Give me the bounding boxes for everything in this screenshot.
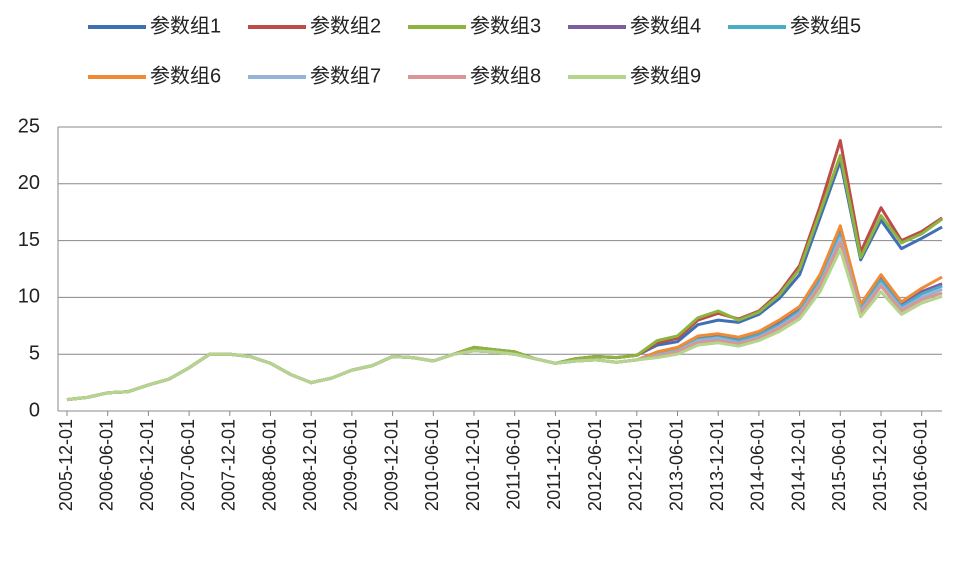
legend-label: 参数组4	[630, 14, 701, 37]
legend-label: 参数组3	[470, 14, 541, 37]
x-tick-label: 2012-12-01	[626, 419, 646, 511]
x-tick-label: 2006-06-01	[96, 419, 116, 511]
x-tick-label: 2015-06-01	[829, 419, 849, 511]
y-tick-label: 15	[18, 229, 40, 251]
y-tick-label: 10	[18, 286, 40, 308]
x-tick-label: 2010-06-01	[422, 419, 442, 511]
x-tick-label: 2007-06-01	[178, 419, 198, 511]
series-line	[66, 232, 943, 402]
x-tick-label: 2015-12-01	[870, 419, 890, 511]
x-tick-label: 2008-12-01	[300, 419, 320, 511]
series-line	[66, 236, 943, 402]
series-line	[66, 224, 943, 402]
y-tick-label: 20	[18, 172, 40, 194]
legend-label: 参数组7	[310, 64, 381, 87]
legend-label: 参数组2	[310, 14, 381, 37]
legend-label: 参数组5	[790, 14, 861, 37]
y-tick-label: 25	[18, 115, 40, 137]
y-tick-label: 0	[29, 399, 40, 421]
x-tick-label: 2005-12-01	[56, 419, 76, 511]
series-line	[66, 227, 943, 402]
x-tick-label: 2013-06-01	[666, 419, 686, 511]
legend-label: 参数组1	[150, 14, 221, 37]
series-line	[66, 159, 943, 402]
x-tick-label: 2014-12-01	[788, 419, 808, 511]
y-tick-label: 5	[29, 342, 40, 364]
legend-label: 参数组6	[150, 64, 221, 87]
x-tick-label: 2012-06-01	[585, 419, 605, 511]
x-tick-label: 2009-06-01	[341, 419, 361, 511]
legend-label: 参数组9	[630, 64, 701, 87]
series-line	[66, 248, 943, 402]
x-tick-label: 2009-12-01	[381, 419, 401, 511]
x-tick-label: 2010-12-01	[463, 419, 483, 511]
x-tick-label: 2006-12-01	[137, 419, 157, 511]
x-tick-label: 2014-06-01	[748, 419, 768, 511]
x-tick-label: 2008-06-01	[259, 419, 279, 511]
x-tick-label: 2011-12-01	[544, 419, 564, 510]
x-tick-label: 2016-06-01	[910, 419, 930, 511]
legend-label: 参数组8	[470, 64, 541, 87]
x-tick-label: 2007-12-01	[219, 419, 239, 511]
series-line	[66, 241, 943, 402]
x-tick-label: 2011-06-01	[503, 419, 523, 510]
x-tick-label: 2013-12-01	[707, 419, 727, 511]
